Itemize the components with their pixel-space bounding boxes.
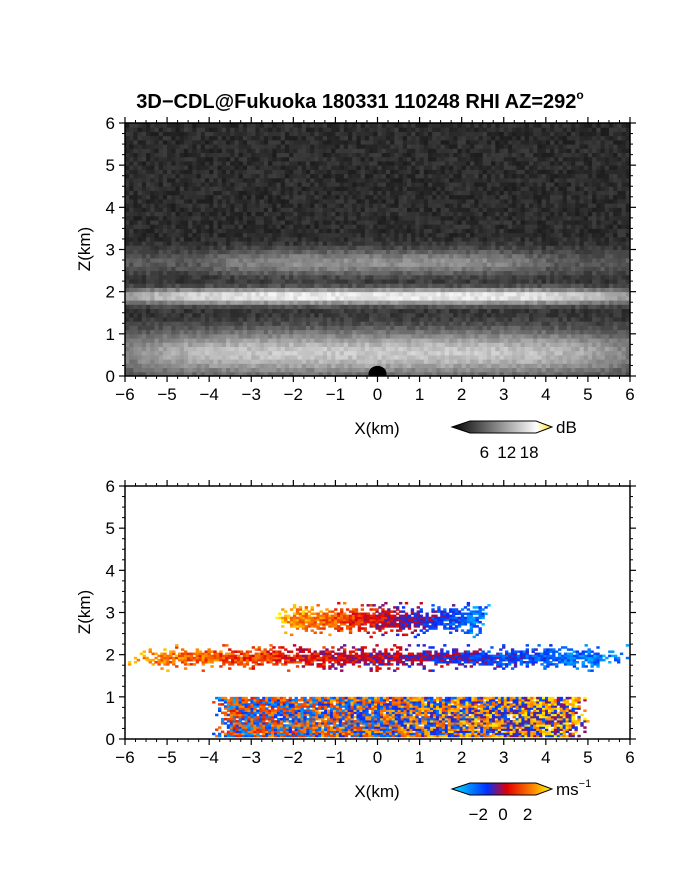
velocity-xtick-label: 3 [499,748,508,767]
velocity-colorbar-unit: ms−1 [556,778,591,799]
velocity-ytick-label: 2 [106,646,115,665]
snr-xtick-label: 5 [583,385,592,404]
velocity-xtick-label: 1 [415,748,424,767]
snr-xtick-label: −4 [199,385,218,404]
velocity-ytick-label: 3 [106,604,115,623]
snr-ytick-label: 3 [106,241,115,260]
colorbar-tick-label: 6 [480,443,489,462]
colorbar-tick-label: −2 [469,805,488,824]
colorbar-tick-label: 0 [498,805,507,824]
colorbar-tick-label: 12 [497,443,516,462]
snr-xtick-label: −5 [157,385,176,404]
snr-ytick-label: 1 [106,325,115,344]
velocity-xtick-label: −6 [115,748,134,767]
velocity-panel: −6 −5 −4 −3 −2 −1 0 1 2 3 4 5 6 0 1 2 3 4 5 6 X(km) Z(km) m… [75,477,636,824]
velocity-ytick-label: 5 [106,519,115,538]
snr-xtick-label: 0 [373,385,382,404]
velocity-ytick-label: 4 [106,561,115,580]
snr-ytick-label: 2 [106,283,115,302]
snr-xtick-label: −1 [326,385,345,404]
snr-axes: −6 −5 −4 −3 −2 −1 0 1 2 3 4 5 6 0 1 2 3 4 5 6 [106,114,636,404]
snr-xlabel: X(km) [354,419,399,438]
snr-ytick-label: 5 [106,156,115,175]
velocity-ytick-label: 0 [106,730,115,749]
chart-title: 3D−CDL@Fukuoka 180331 110248 RHI AZ=292o [136,88,583,113]
velocity-heatmap [127,601,630,738]
velocity-ytick-label: 1 [106,688,115,707]
snr-xtick-label: −6 [115,385,134,404]
velocity-xtick-label: −2 [284,748,303,767]
velocity-colorbar: ms−1 −2 0 2 [450,778,591,824]
velocity-xtick-label: 6 [625,748,634,767]
snr-ytick-label: 6 [106,114,115,133]
snr-xtick-label: 4 [541,385,550,404]
velocity-ytick-label: 6 [106,477,115,496]
snr-ylabel: Z(km) [75,227,94,271]
snr-xtick-label: −2 [284,385,303,404]
velocity-xtick-label: −1 [326,748,345,767]
snr-colorbar-unit: dB [556,418,577,437]
velocity-axes: −6 −5 −4 −3 −2 −1 0 1 2 3 4 5 6 0 1 2 3 4 5 6 [106,477,636,767]
snr-ytick-label: 0 [106,367,115,386]
velocity-xlabel: X(km) [354,782,399,801]
velocity-xtick-label: −4 [199,748,218,767]
velocity-xtick-label: −5 [157,748,176,767]
snr-ytick-label: 4 [106,198,115,217]
snr-heatmap [125,123,630,376]
snr-xtick-label: 3 [499,385,508,404]
snr-xtick-label: 6 [625,385,634,404]
colorbar-tick-label: 2 [523,805,532,824]
snr-xtick-label: 1 [415,385,424,404]
velocity-xtick-label: 2 [457,748,466,767]
velocity-xtick-label: 5 [583,748,592,767]
velocity-xtick-label: −3 [242,748,261,767]
velocity-xtick-label: 0 [373,748,382,767]
velocity-ylabel: Z(km) [75,590,94,634]
snr-xtick-label: −3 [242,385,261,404]
snr-xtick-label: 2 [457,385,466,404]
velocity-xtick-label: 4 [541,748,550,767]
snr-colorbar: dB 6 12 18 [450,418,577,462]
colorbar-tick-label: 18 [520,443,539,462]
